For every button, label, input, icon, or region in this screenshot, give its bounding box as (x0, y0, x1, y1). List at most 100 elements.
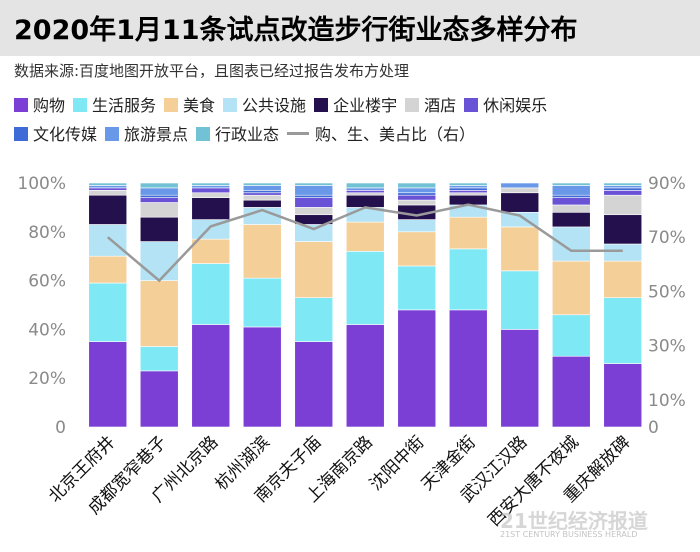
bar-segment-0-10 (603, 363, 643, 428)
bar-segment-8-1 (139, 187, 179, 196)
bar-segment-4-8 (500, 192, 540, 213)
bar-segment-7-7 (448, 187, 488, 191)
bar-segment-2-10 (603, 260, 643, 298)
bar-segment-3-10 (603, 243, 643, 262)
bar-segment-2-4 (294, 241, 334, 298)
y-right-tick-label: 90% (648, 174, 686, 194)
bar-segment-5-6 (397, 199, 437, 206)
legend-line-swatch (287, 132, 310, 135)
legend-label: 生活服务 (92, 96, 157, 115)
legend-label: 购、生、美占比（右） (315, 125, 476, 144)
bar-segment-4-1 (139, 216, 179, 242)
legend-label: 旅游景点 (124, 125, 189, 144)
share-line (106, 203, 623, 283)
legend-swatch (14, 98, 28, 112)
legend-label: 公共设施 (242, 96, 307, 115)
y-right-tick-label: 30% (648, 337, 686, 357)
watermark-sub: 21ST CENTURY BUSINESS HERALD (500, 530, 638, 539)
bar-segment-9-1 (139, 182, 179, 189)
bar-segment-5-8 (500, 187, 540, 194)
bar-segment-3-1 (139, 241, 179, 281)
bar-segment-2-8 (500, 226, 540, 272)
bar-segment-6-2 (191, 187, 231, 194)
bar-segment-5-9 (551, 204, 591, 213)
bar-segment-9-7 (448, 182, 488, 186)
bar-segment-1-1 (139, 346, 179, 372)
bar-segment-6-9 (551, 197, 591, 206)
bar-segment-2-7 (448, 216, 488, 250)
bar-segment-1-5 (345, 251, 385, 325)
legend: 购物 生活服务 美食 公共设施 企业楼宇 酒店 休闲娱乐 文化传媒 旅游景点 行政业态 购、生、美占… (14, 92, 694, 150)
bar-segment-6-0 (88, 187, 128, 191)
legend-item-2: 美食 (164, 92, 215, 116)
bar-segment-8-4 (294, 185, 334, 196)
legend-swatch (405, 98, 420, 112)
bar-segment-4-0 (88, 194, 128, 225)
y-left-tick-label: 80% (28, 223, 66, 243)
legend-item-9: 行政业态 (196, 121, 279, 145)
bar-segment-8-7 (448, 185, 488, 189)
bar-segment-2-1 (139, 280, 179, 347)
bar-segment-4-5 (345, 194, 385, 208)
bar-segment-5-1 (139, 202, 179, 218)
bar-segment-1-6 (397, 265, 437, 311)
legend-label: 文化传媒 (33, 125, 98, 144)
bar-segment-5-3 (242, 194, 282, 201)
bar-segment-5-7 (448, 192, 488, 196)
bar-segment-4-9 (551, 211, 591, 228)
bar-segment-6-6 (397, 194, 437, 201)
bar-segment-4-10 (603, 214, 643, 245)
chart-subtitle: 数据来源:百度地图开放平台，且图表已经过报告发布方处理 (14, 62, 410, 80)
bar-segment-9-4 (294, 182, 334, 186)
bar-segment-3-0 (88, 224, 128, 257)
bar-segment-1-8 (500, 270, 540, 330)
legend-item-8: 旅游景点 (105, 121, 188, 145)
bar-segment-8-2 (191, 185, 231, 189)
legend-swatch (464, 98, 479, 112)
bar-segment-2-2 (191, 238, 231, 264)
legend-swatch (314, 98, 329, 112)
legend-item-3: 公共设施 (223, 92, 306, 116)
legend-swatch (105, 127, 120, 141)
bar-segment-5-10 (603, 194, 643, 216)
bar-segment-0-3 (242, 326, 282, 428)
legend-item-5: 酒店 (405, 92, 456, 116)
legend-item-6: 休闲娱乐 (464, 92, 547, 116)
bar-segment-2-9 (551, 260, 591, 316)
bar-segment-3-6 (397, 219, 437, 233)
legend-label: 酒店 (424, 96, 457, 115)
bar-segment-9-10 (603, 182, 643, 186)
title-bar (0, 0, 700, 56)
bar-segment-0-7 (448, 309, 488, 428)
bar-segment-1-4 (294, 297, 334, 342)
bar-segment-0-0 (88, 341, 128, 428)
bar-segment-4-3 (242, 199, 282, 208)
bar-segment-1-3 (242, 277, 282, 328)
y-right-tick-label: 70% (648, 228, 686, 248)
bar-segment-8-10 (603, 185, 643, 189)
bar-segment-6-10 (603, 190, 643, 196)
bar-segment-2-3 (242, 224, 282, 279)
y-left-tick-label: 100% (17, 174, 66, 194)
bar-segment-5-4 (294, 207, 334, 216)
legend-item-0: 购物 (14, 92, 65, 116)
bar-segment-7-3 (242, 190, 282, 194)
legend-swatch (223, 98, 238, 112)
bar-segment-2-6 (397, 231, 437, 267)
bar-segment-0-9 (551, 355, 591, 428)
chart-title: 2020年1月11条试点改造步行街业态多样分布 (14, 15, 578, 46)
legend-swatch (14, 127, 28, 141)
bar-segment-9-6 (397, 182, 437, 189)
y-left-tick-label: 0 (55, 418, 66, 438)
bar-segment-7-10 (603, 187, 643, 191)
bar-segment-9-9 (551, 182, 591, 186)
bar-segment-8-6 (397, 187, 437, 194)
bar-segment-8-9 (551, 185, 591, 196)
legend-swatch (196, 127, 211, 141)
bar-segment-9-0 (88, 182, 128, 186)
legend-swatch (73, 98, 88, 112)
y-right-tick-label: 50% (648, 282, 686, 302)
bar-segment-5-0 (88, 190, 128, 196)
bar-segment-6-1 (139, 197, 179, 203)
bar-segment-2-0 (88, 255, 128, 284)
